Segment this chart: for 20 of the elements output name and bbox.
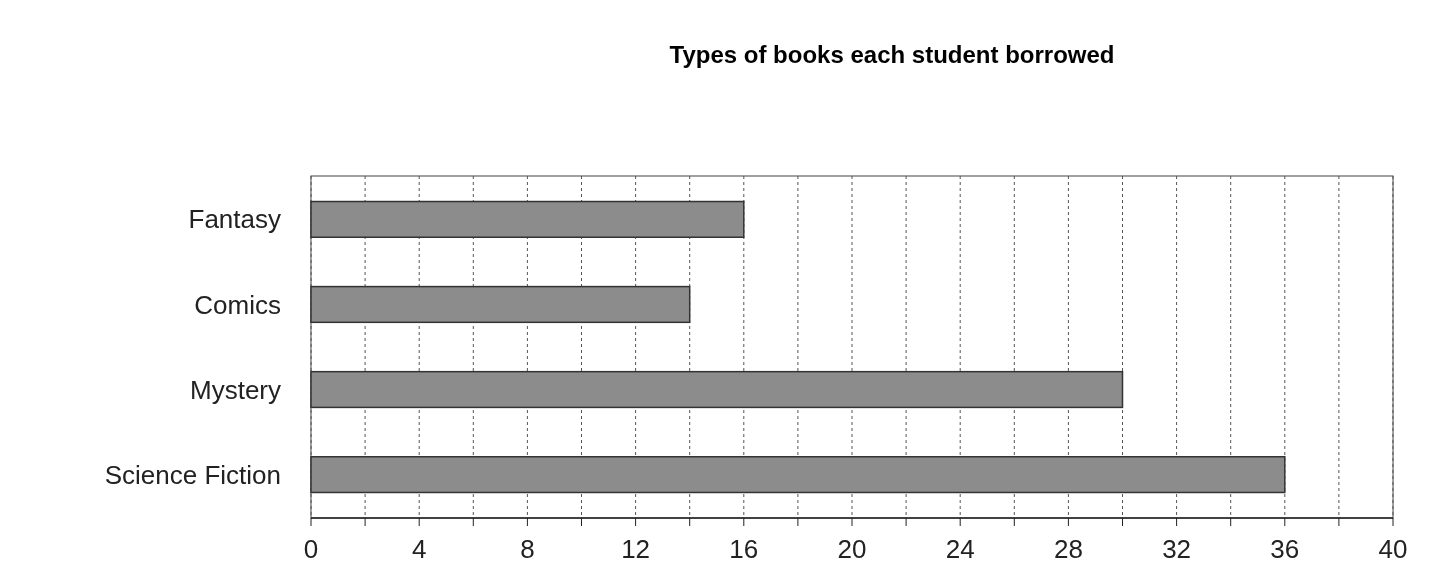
x-tick-label: 24 (945, 534, 975, 564)
x-tick-label: 40 (1378, 534, 1408, 564)
y-tick-label: Mystery (190, 374, 281, 405)
bar (310, 370, 1124, 409)
x-tick-label: 12 (621, 534, 651, 564)
y-tick-label: Fantasy (188, 204, 281, 235)
x-tick-label: 20 (837, 534, 867, 564)
bar (310, 285, 691, 324)
x-tick-label: 4 (411, 534, 427, 564)
y-tick-label: Comics (194, 289, 281, 320)
bar (310, 200, 745, 238)
x-tick-label: 0 (303, 534, 319, 564)
x-tick-label: 16 (729, 534, 759, 564)
x-tick-label: 8 (520, 534, 535, 564)
x-tick-label: 36 (1270, 534, 1300, 564)
chart-title: Types of books each student borrowed (669, 41, 1115, 68)
x-tick-label: 28 (1053, 534, 1083, 564)
y-tick-label: Science Fiction (104, 459, 281, 490)
x-tick-label: 32 (1162, 534, 1192, 564)
bar (310, 456, 1286, 494)
